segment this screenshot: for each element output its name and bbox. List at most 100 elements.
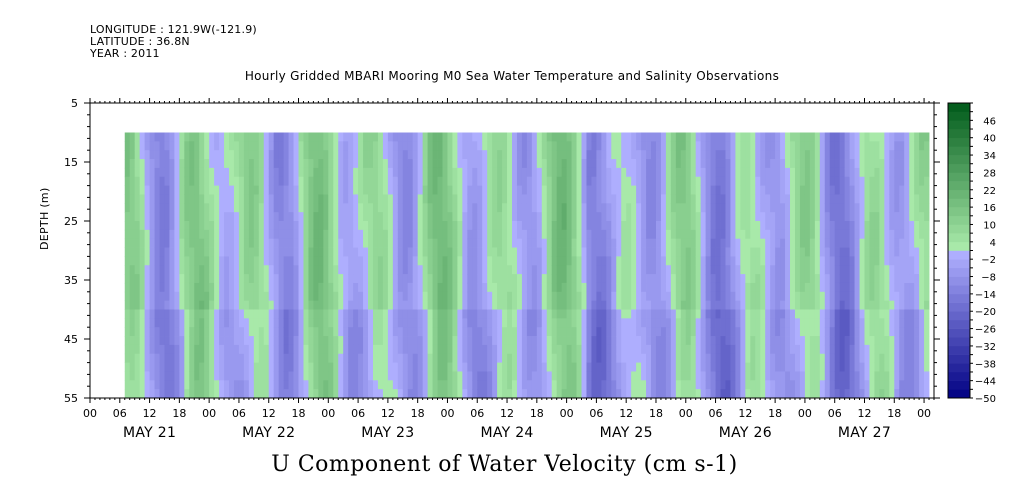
- heatmap-cell: [521, 344, 528, 355]
- heatmap-cell: [884, 176, 890, 186]
- heatmap-cell: [636, 238, 642, 248]
- heatmap-cell: [492, 380, 498, 390]
- heatmap-cell: [238, 327, 245, 337]
- heatmap-cell: [775, 318, 781, 328]
- heatmap-cell: [358, 282, 364, 293]
- heatmap-cell: [214, 282, 220, 293]
- heatmap-cell: [894, 194, 900, 204]
- heatmap-cell: [233, 371, 240, 381]
- heatmap-cell: [308, 371, 314, 381]
- heatmap-cell: [303, 389, 309, 399]
- heatmap-cell: [919, 309, 925, 319]
- heatmap-cell: [139, 141, 146, 151]
- heatmap-cell: [233, 318, 240, 328]
- heatmap-cell: [432, 318, 438, 328]
- heatmap-cell: [124, 238, 131, 248]
- heatmap-cell: [253, 265, 260, 275]
- heatmap-cell: [392, 336, 399, 346]
- heatmap-cell: [854, 229, 860, 240]
- heatmap-cell: [715, 176, 721, 186]
- heatmap-cell: [606, 300, 612, 310]
- heatmap-cell: [412, 282, 419, 293]
- heatmap-cell: [189, 327, 195, 337]
- heatmap-cell: [894, 282, 900, 293]
- heatmap-cell: [799, 336, 806, 346]
- heatmap-cell: [323, 159, 329, 169]
- heatmap-cell: [725, 167, 731, 178]
- heatmap-cell: [338, 300, 344, 310]
- heatmap-cell: [636, 327, 642, 337]
- heatmap-cell: [497, 194, 503, 204]
- heatmap-cell: [824, 300, 831, 310]
- heatmap-cell: [546, 336, 553, 346]
- heatmap-cell: [338, 362, 344, 372]
- heatmap-cell: [531, 159, 538, 169]
- heatmap-cell: [765, 247, 771, 257]
- heatmap-cell: [452, 159, 458, 169]
- heatmap-cell: [536, 318, 543, 328]
- heatmap-cell: [596, 203, 602, 213]
- heatmap-cell: [492, 221, 498, 231]
- heatmap-cell: [874, 327, 880, 337]
- heatmap-cell: [432, 247, 438, 257]
- heatmap-cell: [154, 238, 160, 248]
- heatmap-cell: [621, 159, 627, 169]
- heatmap-cell: [412, 167, 419, 178]
- heatmap-cell: [467, 203, 473, 213]
- heatmap-cell: [437, 362, 443, 372]
- heatmap-cell: [924, 167, 930, 178]
- heatmap-cell: [204, 282, 210, 293]
- heatmap-cell: [586, 256, 592, 266]
- heatmap-cell: [372, 221, 379, 231]
- heatmap-cell: [521, 167, 528, 178]
- heatmap-cell: [531, 185, 538, 195]
- heatmap-cell: [924, 141, 930, 151]
- heatmap-cell: [705, 282, 711, 293]
- heatmap-cell: [377, 167, 384, 178]
- heatmap-cell: [184, 203, 190, 213]
- heatmap-cell: [174, 238, 180, 248]
- heatmap-cell: [427, 362, 433, 372]
- heatmap-cell: [328, 318, 334, 328]
- heatmap-cell: [209, 203, 215, 213]
- heatmap-cell: [442, 247, 448, 257]
- heatmap-cell: [521, 327, 528, 337]
- heatmap-cell: [869, 212, 875, 222]
- heatmap-cell: [571, 389, 577, 399]
- heatmap-cell: [725, 300, 731, 310]
- heatmap-cell: [303, 309, 309, 319]
- heatmap-cell: [149, 336, 155, 346]
- heatmap-cell: [467, 238, 473, 248]
- heatmap-cell: [541, 256, 548, 266]
- heatmap-cell: [531, 194, 538, 204]
- heatmap-cell: [651, 327, 657, 337]
- heatmap-cell: [720, 159, 726, 169]
- heatmap-cell: [229, 167, 235, 178]
- heatmap-cell: [487, 256, 493, 266]
- heatmap-cell: [139, 389, 146, 399]
- heatmap-cell: [372, 229, 379, 240]
- heatmap-cell: [611, 336, 617, 346]
- heatmap-cell: [224, 203, 230, 213]
- heatmap-cell: [566, 274, 572, 284]
- heatmap-cell: [487, 203, 493, 213]
- heatmap-cell: [715, 212, 721, 222]
- heatmap-cell: [814, 132, 821, 142]
- heatmap-cell: [641, 212, 647, 222]
- heatmap-cell: [804, 291, 811, 302]
- heatmap-cell: [507, 327, 513, 337]
- heatmap-cell: [412, 309, 419, 319]
- heatmap-cell: [586, 336, 592, 346]
- heatmap-cell: [904, 389, 910, 399]
- heatmap-cell: [834, 327, 841, 337]
- heatmap-cell: [397, 344, 404, 355]
- heatmap-cell: [323, 291, 329, 302]
- heatmap-cell: [512, 141, 518, 151]
- heatmap-cell: [775, 380, 781, 390]
- heatmap-cell: [139, 344, 146, 355]
- heatmap-cell: [313, 132, 319, 142]
- heatmap-cell: [834, 274, 841, 284]
- heatmap-cell: [869, 300, 875, 310]
- heatmap-cell: [169, 344, 175, 355]
- heatmap-cell: [164, 362, 170, 372]
